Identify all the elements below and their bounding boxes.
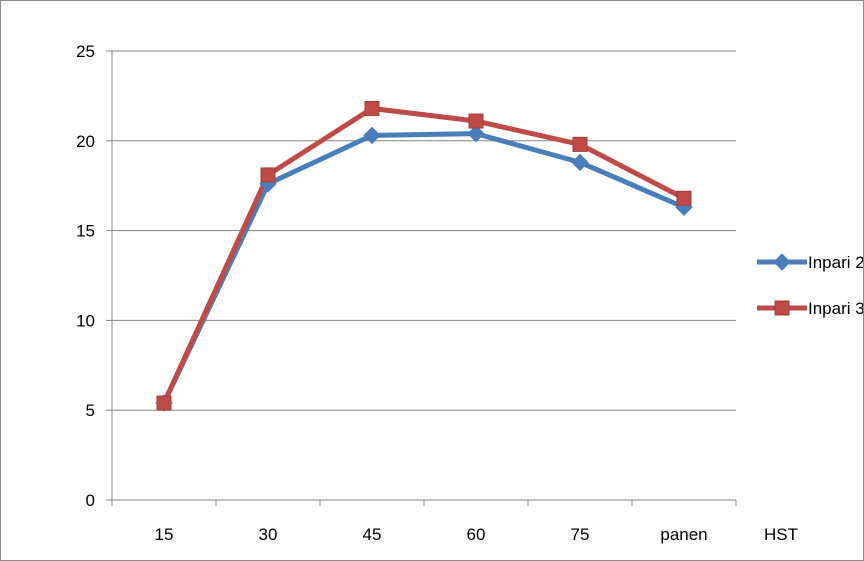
- data-point-series-2: [572, 136, 588, 152]
- data-point-series-1: [571, 153, 589, 172]
- legend-marker-2: [774, 300, 790, 316]
- axes: 0 5 10 15 20 25 15 30 45 60 75 panen HST: [76, 42, 798, 544]
- y-tick-label: 10: [76, 311, 95, 330]
- gridlines: [112, 50, 736, 411]
- x-tick-label: panen: [660, 525, 707, 544]
- series-line-2: [161, 105, 687, 406]
- data-point-series-2: [468, 113, 484, 129]
- data-point-series-2: [260, 167, 276, 183]
- x-tick-label: 75: [571, 525, 590, 544]
- series: [155, 100, 693, 412]
- legend-marker-1: [773, 253, 791, 271]
- y-tick-label: 5: [86, 401, 95, 420]
- data-point-series-2: [364, 100, 380, 116]
- x-tick-label: 30: [259, 525, 278, 544]
- data-point-series-2: [676, 190, 692, 206]
- legend-label-2: Inpari 30: [808, 299, 864, 318]
- legend-label-1: Inpari 23: [808, 253, 864, 272]
- data-point-series-1: [363, 126, 381, 145]
- data-point-series-1: [467, 124, 485, 143]
- x-tick-label: 60: [467, 525, 486, 544]
- x-tick-label: 45: [363, 525, 382, 544]
- y-tick-label: 25: [76, 42, 95, 61]
- legend: Inpari 23 Inpari 30: [757, 253, 864, 318]
- x-axis-label: HST: [764, 525, 798, 544]
- y-tick-label: 15: [76, 222, 95, 241]
- y-tick-label: 0: [86, 491, 95, 510]
- data-point-series-2: [156, 395, 172, 411]
- y-tick-label: 20: [76, 132, 95, 151]
- series-line-1: [161, 131, 687, 406]
- x-tick-label: 15: [155, 525, 174, 544]
